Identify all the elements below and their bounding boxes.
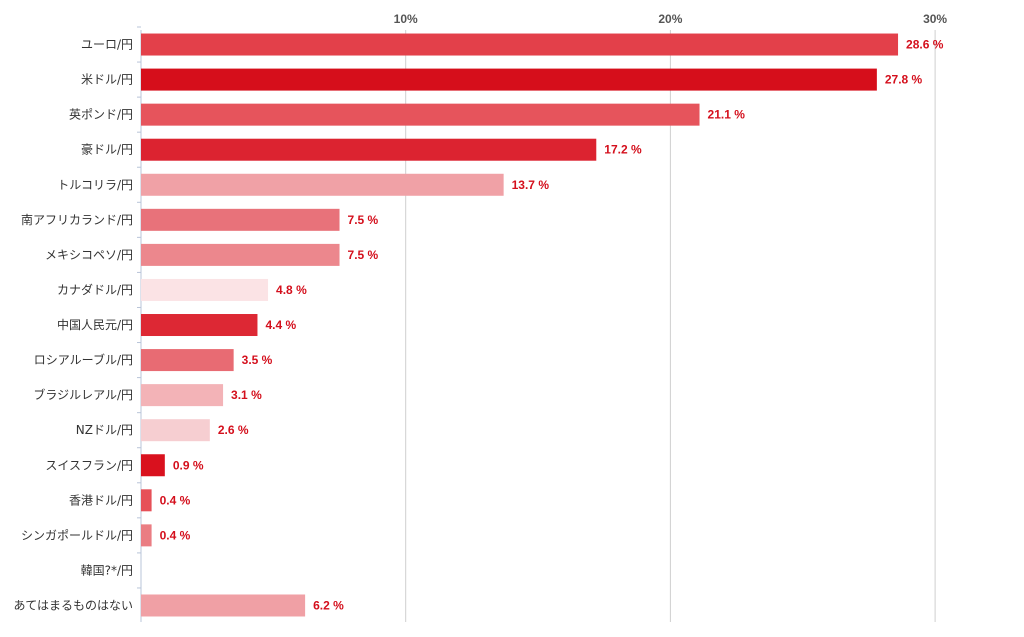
bar — [141, 524, 152, 547]
data-label: 0.4 % — [160, 493, 191, 507]
category-label: 中国人民元/円 — [57, 317, 133, 332]
bar — [141, 103, 700, 126]
category-label: 香港ドル/円 — [69, 493, 133, 507]
bar — [141, 278, 269, 301]
category-label: あてはまるものはない — [13, 598, 133, 612]
category-label: ロシアルーブル/円 — [34, 352, 133, 367]
data-label: 17.2 % — [604, 143, 642, 157]
category-label: 豪ドル/円 — [81, 142, 133, 157]
category-label: スイスフラン/円 — [45, 458, 133, 472]
data-label: 13.7 % — [512, 178, 550, 192]
data-label: 27.8 % — [885, 73, 923, 87]
data-label: 0.4 % — [160, 528, 191, 542]
bar — [141, 138, 597, 161]
data-label: 7.5 % — [348, 213, 379, 227]
x-tick-label: 10% — [394, 12, 418, 26]
category-label: 英ポンド/円 — [69, 108, 133, 122]
data-label: 7.5 % — [348, 248, 379, 262]
bar — [141, 33, 899, 56]
bar — [141, 349, 234, 372]
x-tick-label: 30% — [923, 12, 947, 26]
bar — [141, 594, 306, 617]
data-label: 2.6 % — [218, 423, 249, 437]
bar — [141, 384, 224, 407]
category-label: ユーロ/円 — [81, 38, 133, 52]
category-label: シンガポールドル/円 — [21, 528, 133, 542]
x-tick-label: 20% — [658, 12, 682, 26]
category-label: 米ドル/円 — [81, 73, 133, 87]
category-label: 南アフリカランド/円 — [21, 212, 133, 227]
category-label: ブラジルレアル/円 — [33, 387, 133, 402]
data-label: 0.9 % — [173, 458, 204, 472]
bar — [141, 68, 877, 91]
bar — [141, 314, 258, 337]
data-label: 21.1 % — [708, 108, 746, 122]
data-label: 4.4 % — [265, 318, 296, 332]
data-label: 3.5 % — [242, 353, 273, 367]
bar — [141, 454, 165, 477]
data-label: 4.8 % — [276, 283, 307, 297]
bar — [141, 173, 504, 196]
bar — [141, 243, 340, 266]
category-label: メキシコペソ/円 — [45, 248, 133, 262]
data-label: 3.1 % — [231, 388, 262, 402]
category-label: 韓国?*/円 — [81, 563, 133, 577]
bar — [141, 489, 152, 512]
data-label: 6.2 % — [313, 598, 344, 612]
category-label: カナダドル/円 — [57, 282, 133, 297]
category-label: NZドル/円 — [76, 423, 133, 437]
data-label: 28.6 % — [906, 38, 944, 52]
category-label: トルコリラ/円 — [57, 178, 133, 192]
bar — [141, 419, 210, 442]
bar — [141, 208, 340, 231]
